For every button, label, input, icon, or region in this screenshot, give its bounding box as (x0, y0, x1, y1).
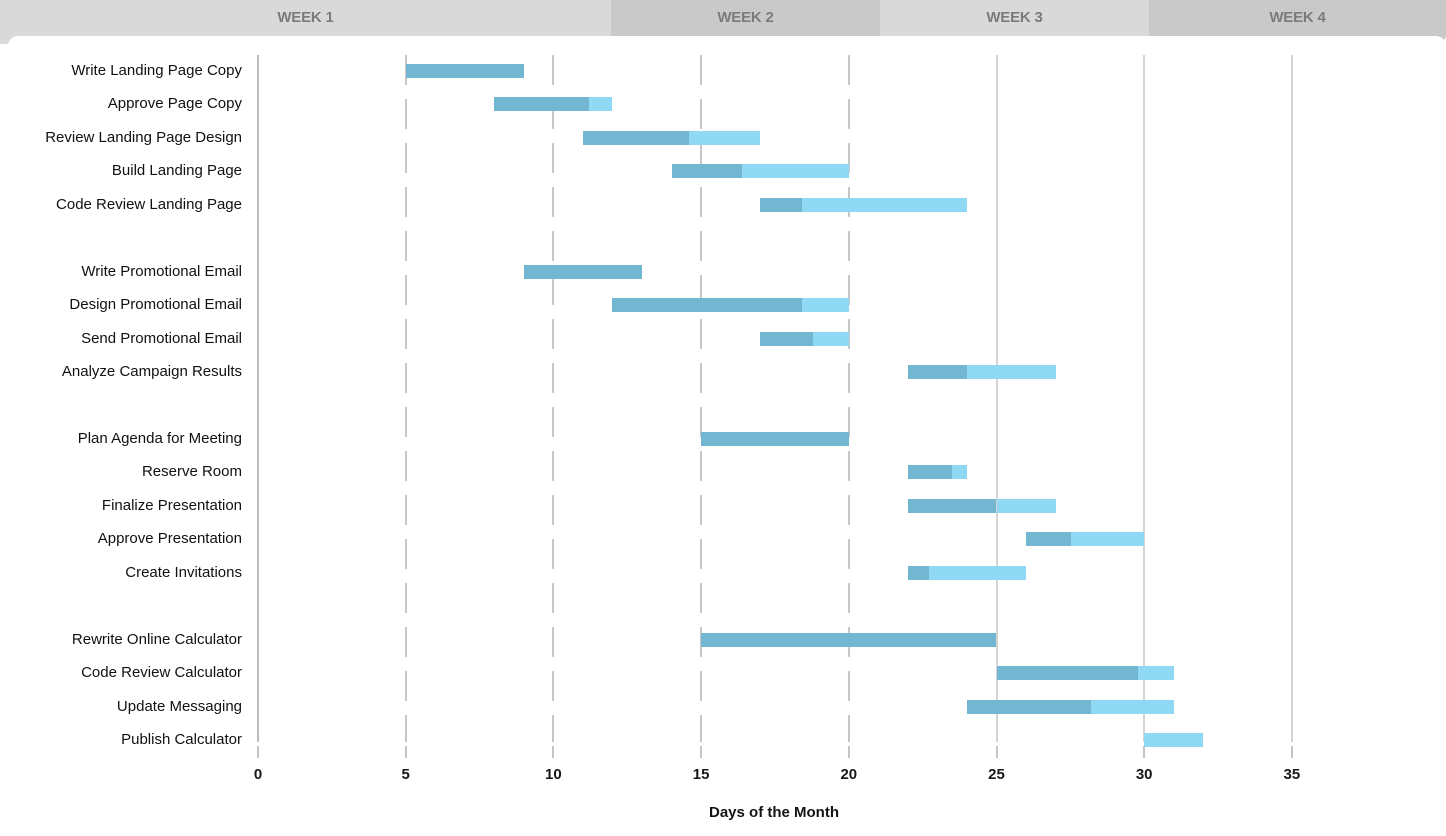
gantt-bar-complete (582, 130, 690, 145)
task-label: Reserve Room (141, 463, 242, 481)
task-label: Send Promotional Email (81, 329, 242, 347)
gantt-bar-remaining (1091, 699, 1174, 714)
gridline-dashed-day-20 (847, 55, 850, 742)
x-axis-tick-label: 25 (988, 766, 1005, 783)
gantt-bar-complete (612, 298, 802, 313)
x-axis-tick (552, 746, 555, 758)
task-label: Analyze Campaign Results (61, 363, 242, 381)
task-label: Write Promotional Email (81, 262, 242, 280)
week-header-band: WEEK 1 WEEK 2 WEEK 3 WEEK 4 (0, 0, 1446, 44)
week-label: WEEK 1 (277, 9, 334, 26)
y-axis-line (257, 55, 259, 742)
x-axis-tick-label: 15 (692, 766, 710, 783)
task-label: Finalize Presentation (101, 496, 242, 514)
gantt-bar-complete (907, 498, 997, 513)
x-axis-tick (257, 746, 259, 758)
task-label: Build Landing Page (111, 162, 242, 180)
gantt-bar-remaining (689, 130, 761, 145)
x-axis-tick (404, 746, 407, 758)
x-axis-tick-label: 5 (401, 766, 410, 783)
task-label: Code Review Landing Page (56, 195, 242, 213)
gantt-bar-complete (523, 264, 643, 279)
x-axis-tick (995, 746, 998, 758)
gantt-bar-remaining (1070, 532, 1145, 547)
x-axis-tick (1143, 746, 1146, 758)
week-label: WEEK 4 (1269, 9, 1326, 26)
x-axis-tick-label: 0 (253, 766, 263, 783)
gantt-bar-complete (760, 197, 802, 212)
x-axis-tick-label: 10 (545, 766, 562, 783)
gridline-solid-day-25 (995, 55, 998, 742)
gantt-bar-complete (405, 64, 524, 78)
task-label: Review Landing Page Design (45, 128, 242, 146)
gantt-bar-remaining (1144, 733, 1204, 747)
gridline-solid-day-35 (1290, 55, 1293, 742)
task-label: Create Invitations (125, 563, 242, 581)
task-label: Rewrite Online Calculator (71, 630, 242, 648)
task-label: Update Messaging (116, 697, 242, 715)
gridline-solid-day-30 (1143, 55, 1146, 742)
gantt-bar-complete (907, 365, 967, 380)
gantt-bar-remaining (996, 498, 1056, 513)
gantt-bar-complete (996, 666, 1139, 681)
gantt-bar-complete (701, 632, 997, 647)
gantt-bar-remaining (966, 365, 1056, 380)
week-label: WEEK 3 (986, 9, 1043, 26)
task-label: Write Landing Page Copy (71, 62, 242, 79)
gantt-bar-remaining (929, 565, 1027, 580)
gantt-bar-complete (494, 97, 589, 112)
task-label: Publish Calculator (121, 731, 242, 748)
task-label: Design Promotional Email (69, 296, 242, 314)
gridline-dashed-day-15 (700, 55, 703, 742)
gantt-bar-complete (671, 164, 743, 179)
task-label: Code Review Calculator (81, 664, 242, 682)
gantt-bar-complete (907, 565, 930, 580)
x-axis-tick-label: 30 (1135, 766, 1153, 783)
gantt-bar-remaining (588, 97, 613, 112)
gridline-dashed-day-10 (552, 55, 555, 742)
x-axis-tick (700, 746, 703, 758)
task-label: Approve Presentation (97, 530, 242, 548)
gantt-bar-complete (1026, 532, 1071, 547)
gantt-bar-complete (907, 465, 953, 480)
week-label: WEEK 2 (717, 9, 774, 26)
task-label: Plan Agenda for Meeting (77, 429, 242, 447)
gantt-bar-complete (760, 331, 814, 346)
gantt-bar-remaining (801, 298, 849, 313)
x-axis-tick (1290, 746, 1293, 758)
gantt-bar-remaining (801, 197, 967, 212)
x-axis-tick-label: 20 (840, 766, 858, 783)
x-axis-tick-label: 35 (1283, 766, 1301, 783)
gantt-bar-remaining (952, 465, 967, 480)
gantt-bar-complete (701, 431, 849, 446)
gridline-dashed-day-5 (404, 55, 407, 742)
x-axis-title: Days of the Month (709, 804, 839, 821)
gantt-bar-remaining (1138, 666, 1174, 681)
gantt-bar-remaining (742, 164, 849, 179)
task-label: Approve Page Copy (107, 95, 242, 113)
gantt-bar-complete (966, 699, 1092, 714)
x-axis-tick (847, 746, 850, 758)
gantt-bar-remaining (813, 331, 849, 346)
